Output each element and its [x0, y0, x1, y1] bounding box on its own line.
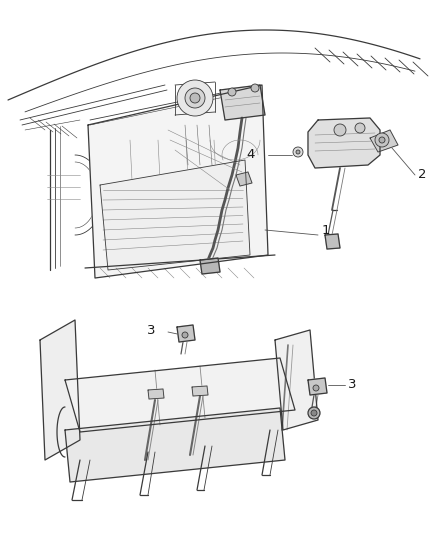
Polygon shape	[325, 234, 340, 249]
Polygon shape	[177, 325, 195, 342]
Polygon shape	[200, 258, 220, 274]
Polygon shape	[275, 330, 318, 430]
Polygon shape	[236, 172, 252, 186]
Circle shape	[308, 407, 320, 419]
Circle shape	[355, 123, 365, 133]
Circle shape	[296, 150, 300, 154]
Polygon shape	[88, 85, 268, 278]
Circle shape	[313, 385, 319, 391]
Circle shape	[375, 133, 389, 147]
Circle shape	[251, 84, 259, 92]
Circle shape	[177, 80, 213, 116]
Polygon shape	[100, 160, 250, 270]
Circle shape	[334, 124, 346, 136]
Polygon shape	[65, 408, 285, 482]
Circle shape	[228, 88, 236, 96]
Polygon shape	[192, 386, 208, 396]
Text: 3: 3	[146, 324, 155, 336]
Text: 1: 1	[322, 223, 331, 237]
Polygon shape	[308, 118, 380, 168]
Text: 2: 2	[418, 168, 427, 182]
Polygon shape	[370, 130, 398, 152]
Circle shape	[182, 332, 188, 338]
Polygon shape	[65, 358, 295, 432]
Circle shape	[190, 93, 200, 103]
Text: 3: 3	[348, 378, 357, 392]
Polygon shape	[220, 85, 265, 120]
Polygon shape	[308, 378, 327, 395]
Polygon shape	[40, 320, 80, 460]
Circle shape	[379, 137, 385, 143]
Circle shape	[293, 147, 303, 157]
Polygon shape	[148, 389, 164, 399]
Text: 4: 4	[247, 149, 255, 161]
Circle shape	[185, 88, 205, 108]
Circle shape	[311, 410, 317, 416]
